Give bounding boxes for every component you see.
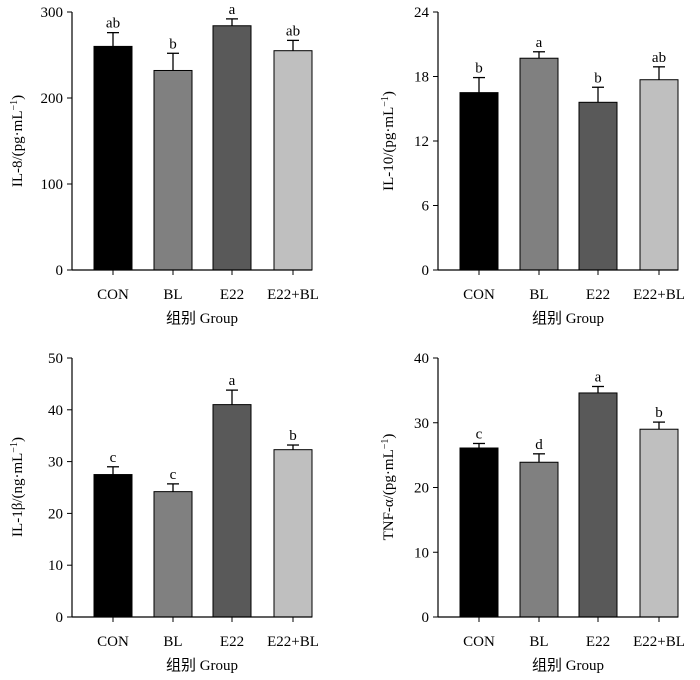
significance-label: c — [110, 450, 117, 466]
x-tick-label: CON — [97, 634, 129, 650]
x-tick-label: BL — [529, 634, 548, 650]
y-tick-label: 0 — [56, 263, 64, 279]
y-axis-title-close: ) — [10, 95, 26, 100]
significance-label: c — [476, 426, 483, 442]
x-axis-title: 组别 Group — [166, 657, 238, 674]
bar-bl — [153, 69, 193, 271]
bar-con — [459, 92, 499, 271]
y-tick-label: 40 — [414, 351, 429, 367]
bar-bl — [519, 57, 559, 271]
y-axis-title: TNF-α/(pg·mL−1) — [380, 434, 398, 541]
bar-con — [459, 447, 499, 618]
chart-panel-1: ab CON b BL a E22 ab E22+BL 0 100 200 300 组别 Group IL… — [9, 2, 319, 327]
bar-e22-plus-bl — [639, 79, 679, 271]
y-axis-title-main: IL-8/(pg·mL — [10, 111, 26, 188]
significance-label: b — [289, 428, 297, 444]
significance-label: a — [595, 369, 602, 385]
significance-label: a — [229, 373, 236, 389]
y-axis-title-main: TNF-α/(pg·mL — [381, 449, 397, 540]
bar-e22-plus-bl — [273, 50, 313, 271]
significance-label: b — [655, 405, 663, 421]
significance-label: ab — [106, 16, 120, 32]
y-tick-label: 300 — [41, 5, 64, 21]
significance-label: c — [170, 467, 177, 483]
y-axis-title: IL-1β/(ng·mL−1) — [9, 437, 27, 537]
significance-label: a — [229, 2, 236, 18]
y-axis-title: IL-10/(pg·mL−1) — [380, 91, 398, 191]
bar-e22 — [578, 101, 618, 271]
chart-panel-2: b CON a BL b E22 ab E22+BL 0 6 12 18 24 组别 Group IL-10… — [380, 5, 685, 327]
y-tick-label: 0 — [422, 610, 430, 626]
significance-label: b — [475, 61, 483, 77]
y-axis-title-exponent: −1 — [9, 100, 20, 111]
chart-panel-3: c CON c BL a E22 b E22+BL 0 10 20 30 40 50 组别 Group IL-… — [9, 351, 319, 674]
y-tick-label: 20 — [48, 506, 63, 522]
significance-label: b — [594, 70, 602, 86]
y-axis-title-main: IL-10/(pg·mL — [381, 107, 397, 191]
bar-e22-plus-bl — [273, 449, 313, 618]
y-axis-title-close: ) — [381, 434, 397, 439]
y-tick-label: 20 — [414, 481, 429, 497]
y-tick-label: 0 — [56, 610, 64, 626]
y-tick-label: 40 — [48, 403, 63, 419]
x-tick-label: BL — [163, 287, 182, 303]
x-tick-label: E22 — [220, 287, 244, 303]
x-tick-label: E22+BL — [633, 634, 685, 650]
y-tick-label: 100 — [41, 177, 64, 193]
significance-label: ab — [652, 50, 666, 66]
significance-label: d — [535, 437, 543, 453]
significance-label: a — [536, 35, 543, 51]
x-axis-title: 组别 Group — [532, 310, 604, 327]
y-axis-title-close: ) — [10, 437, 26, 442]
y-tick-label: 10 — [414, 545, 429, 561]
x-tick-label: CON — [97, 287, 129, 303]
y-axis-title-exponent: −1 — [380, 96, 391, 107]
significance-label: ab — [286, 23, 300, 39]
x-tick-label: E22+BL — [267, 287, 319, 303]
y-tick-label: 50 — [48, 351, 63, 367]
x-tick-label: CON — [463, 287, 495, 303]
y-axis-title: IL-8/(pg·mL−1) — [9, 95, 27, 187]
y-tick-label: 18 — [414, 70, 429, 86]
bar-con — [93, 474, 133, 618]
y-axis-title-exponent: −1 — [9, 442, 20, 453]
x-tick-label: E22 — [586, 634, 610, 650]
bar-bl — [519, 461, 559, 618]
y-axis-title-main: IL-1β/(ng·mL — [10, 453, 26, 537]
y-tick-label: 6 — [422, 199, 430, 215]
bar-e22 — [212, 25, 252, 271]
bar-e22 — [578, 392, 618, 618]
y-tick-label: 12 — [414, 134, 429, 150]
bar-con — [93, 45, 133, 271]
y-tick-label: 10 — [48, 558, 63, 574]
bar-e22 — [212, 404, 252, 618]
bar-bl — [153, 491, 193, 618]
x-axis-title: 组别 Group — [166, 310, 238, 327]
bar-e22-plus-bl — [639, 428, 679, 618]
y-tick-label: 30 — [414, 416, 429, 432]
x-tick-label: E22+BL — [267, 634, 319, 650]
significance-label: b — [169, 36, 177, 52]
x-tick-label: E22+BL — [633, 287, 685, 303]
y-tick-label: 24 — [414, 5, 430, 21]
y-axis-title-close: ) — [381, 91, 397, 96]
x-axis-title: 组别 Group — [532, 657, 604, 674]
x-tick-label: E22 — [220, 634, 244, 650]
y-tick-label: 30 — [48, 455, 63, 471]
x-tick-label: BL — [163, 634, 182, 650]
x-tick-label: BL — [529, 287, 548, 303]
y-tick-label: 200 — [41, 91, 64, 107]
x-tick-label: CON — [463, 634, 495, 650]
y-tick-label: 0 — [422, 263, 430, 279]
chart-panel-4: c CON d BL a E22 b E22+BL 0 10 20 30 40 组别 Group TNF-α… — [380, 351, 685, 674]
x-tick-label: E22 — [586, 287, 610, 303]
y-axis-title-exponent: −1 — [380, 439, 391, 450]
